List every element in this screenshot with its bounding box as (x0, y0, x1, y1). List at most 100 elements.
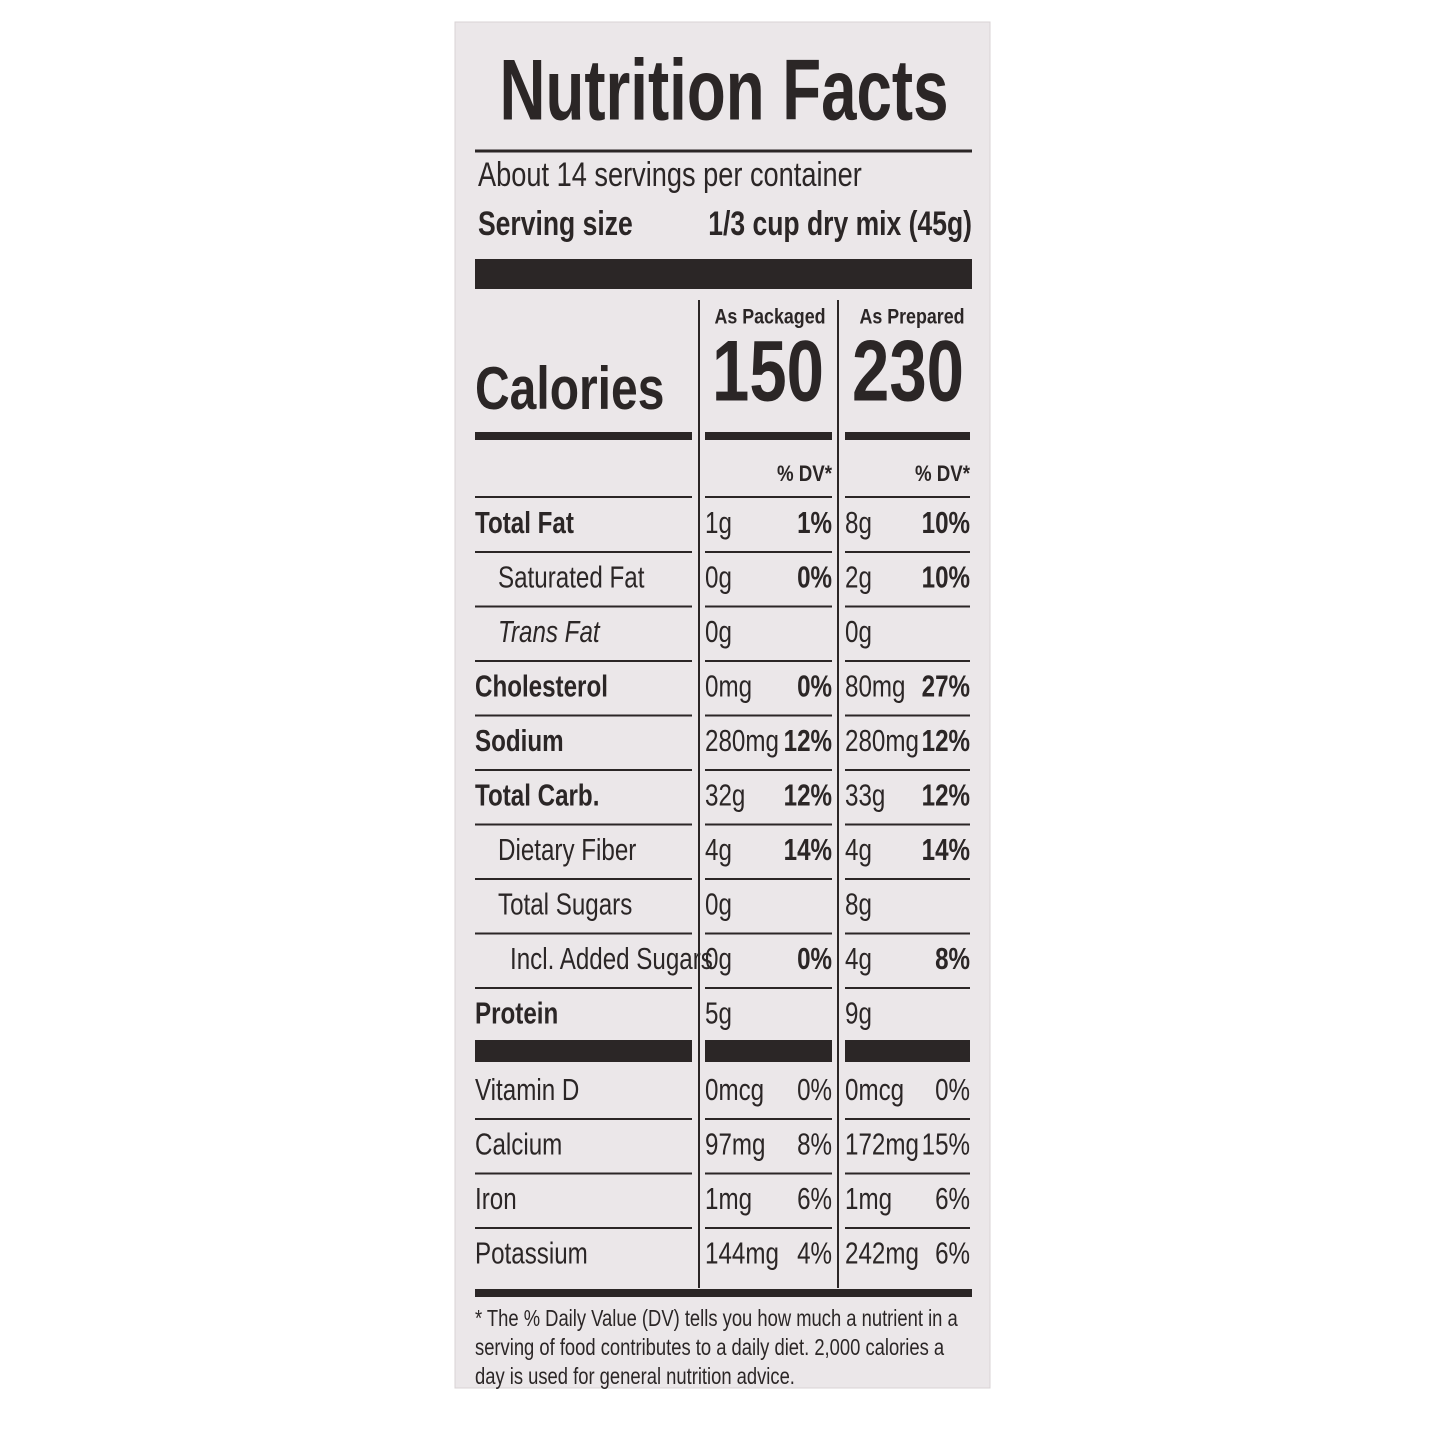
daily-value: 14% (784, 832, 832, 867)
amount: 1mg (845, 1181, 892, 1216)
rule (845, 878, 970, 880)
thick-rule (705, 432, 832, 440)
calories-value: 230 (852, 324, 964, 420)
nutrient-name: Incl. Added Sugars (510, 941, 713, 976)
amount: 0mcg (705, 1072, 764, 1107)
rule (705, 551, 832, 553)
rule (705, 660, 832, 662)
nutrient-name: Iron (475, 1181, 517, 1216)
rule (475, 1172, 692, 1175)
calories-label: Calories (475, 355, 664, 422)
rule (475, 932, 692, 935)
daily-value: 12% (922, 723, 970, 758)
nutrient-name: Calcium (475, 1127, 562, 1162)
daily-value: 10% (922, 560, 970, 595)
daily-value: 12% (784, 723, 832, 758)
thick-rule (475, 1289, 972, 1297)
amount: 144mg (705, 1236, 779, 1271)
nutrient-name: Total Sugars (498, 887, 632, 922)
rule (845, 660, 970, 662)
nutrient-name: Dietary Fiber (498, 832, 636, 867)
daily-value: 15% (922, 1127, 970, 1162)
servings: About 14 servings per container (478, 155, 862, 194)
daily-value: 0% (935, 1072, 970, 1107)
rule (705, 769, 832, 771)
daily-value: 10% (922, 505, 970, 540)
nutrient-name: Total Fat (475, 505, 574, 540)
amount: 32g (705, 778, 745, 813)
daily-value: 0% (797, 669, 832, 704)
daily-value: 6% (935, 1181, 970, 1216)
amount: 4g (845, 941, 872, 976)
thick-rule (845, 432, 970, 440)
rule (845, 605, 970, 608)
thick-rule (475, 259, 972, 289)
rule (845, 932, 970, 935)
amount: 33g (845, 778, 885, 813)
rule (475, 987, 692, 989)
amount: 0g (845, 614, 872, 649)
daily-value: 8% (935, 941, 970, 976)
thick-rule (705, 1040, 832, 1062)
serving-size-label: Serving size (478, 205, 633, 243)
rule (845, 1172, 970, 1175)
rule (475, 1118, 692, 1120)
footnote: * The % Daily Value (DV) tells you how m… (475, 1306, 958, 1331)
daily-value: 12% (784, 778, 832, 813)
dv-header: % DV* (777, 462, 832, 486)
amount: 80mg (845, 669, 905, 704)
nutrient-name: Cholesterol (475, 669, 608, 704)
amount: 0g (705, 941, 732, 976)
thick-rule (845, 1040, 970, 1062)
rule (705, 932, 832, 935)
rule (475, 551, 692, 553)
nutrient-name: Trans Fat (498, 614, 601, 649)
daily-value: 0% (797, 941, 832, 976)
rule (705, 605, 832, 608)
daily-value: 1% (797, 505, 832, 540)
rule (705, 987, 832, 989)
nutrient-name: Saturated Fat (498, 560, 645, 595)
rule (475, 605, 692, 608)
nutrient-name: Vitamin D (475, 1072, 579, 1107)
title: Nutrition Facts (500, 44, 949, 139)
rule (475, 714, 692, 717)
daily-value: 14% (922, 832, 970, 867)
calories-value: 150 (712, 324, 824, 420)
daily-value: 0% (797, 560, 832, 595)
rule (475, 149, 972, 153)
amount: 0g (705, 887, 732, 922)
nutrient-name: Sodium (475, 723, 564, 758)
rule (705, 1227, 832, 1229)
rule (845, 823, 970, 826)
thick-rule (475, 1040, 692, 1062)
dv-header: % DV* (915, 462, 970, 486)
amount: 97mg (705, 1127, 765, 1162)
amount: 0g (705, 560, 732, 595)
rule (845, 1227, 970, 1229)
rule (475, 769, 692, 771)
amount: 4g (845, 832, 872, 867)
daily-value: 8% (797, 1127, 832, 1162)
rule (475, 878, 692, 880)
amount: 0mcg (845, 1072, 904, 1107)
amount: 4g (705, 832, 732, 867)
amount: 8g (845, 505, 872, 540)
column-header: As Prepared (859, 305, 964, 329)
amount: 0mg (705, 669, 752, 704)
rule (475, 496, 692, 498)
footnote: day is used for general nutrition advice… (475, 1364, 795, 1389)
amount: 280mg (705, 723, 779, 758)
nutrient-name: Potassium (475, 1236, 588, 1271)
nutrient-name: Total Carb. (475, 778, 599, 813)
amount: 242mg (845, 1236, 919, 1271)
rule (705, 1118, 832, 1120)
rule (705, 496, 832, 498)
serving-size-value: 1/3 cup dry mix (45g) (708, 205, 972, 243)
footnote: serving of food contributes to a daily d… (475, 1335, 945, 1360)
amount: 2g (845, 560, 872, 595)
rule (845, 1118, 970, 1120)
rule (845, 714, 970, 717)
